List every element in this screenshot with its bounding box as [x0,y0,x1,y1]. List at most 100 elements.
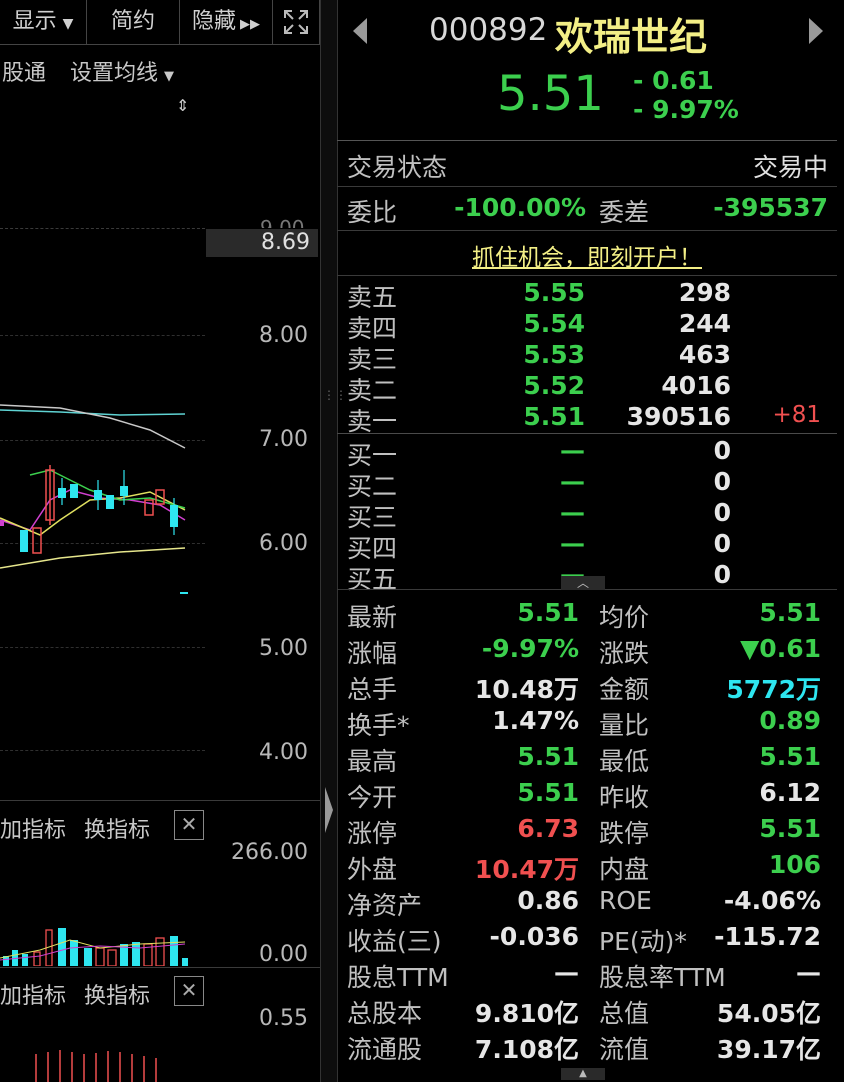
stat-value-right: ▼0.61 [740,634,821,663]
stat-label-right: 跌停 [599,819,650,848]
ma-settings-menu[interactable]: 设置均线 ▼ [70,55,174,87]
stats-row: 涨幅 -9.97% 涨跌 ▼0.61 [337,634,837,670]
ask-row[interactable]: 卖五 5.55 298 [337,278,837,312]
kline-chart-panel: 显示 ▼ 简约 隐藏 ▶▶ 股通 设置均线 ▼ ⇕ 9.00 8.69 8.00 7.… [0,0,320,1082]
next-stock-icon[interactable] [807,16,825,46]
bid-row[interactable]: 买二 — 0 [337,467,837,501]
ask-volume: 390516 [626,402,731,431]
indicator-bars [35,1050,157,1082]
bid-label: 买三 [347,503,398,532]
bid-row[interactable]: 买三 — 0 [337,498,837,532]
simple-mode-button[interactable]: 简约 [87,0,180,45]
fullscreen-button[interactable] [273,0,320,45]
stat-value-right: 39.17亿 [716,1035,821,1064]
simple-label: 简约 [110,9,155,34]
price-tick-5: 5.00 [259,636,308,661]
add-indicator-button-2[interactable]: 加指标 [0,984,67,1009]
stat-label-left: 涨停 [347,819,398,848]
price-tick-7: 7.00 [259,427,308,452]
stats-row: 净资产 0.86 ROE -4.06% [337,886,837,922]
bid-row[interactable]: 买四 — 0 [337,529,837,563]
prev-stock-icon[interactable] [351,16,369,46]
ask-row[interactable]: 卖三 5.53 463 [337,340,837,374]
collapse-arrow-icon[interactable] [323,785,335,835]
candlestick-chart [0,404,188,594]
ask-price: 5.51 [523,402,585,431]
ask-row[interactable]: 卖一 5.51 390516 +81 [337,402,837,436]
stat-value-right: 5772万 [726,675,821,704]
ask-label: 卖四 [347,314,398,343]
add-indicator-button-1[interactable]: 加指标 [0,818,67,843]
stat-value-left: 5.51 [517,598,579,627]
stats-row: 换手* 1.47% 量比 0.89 [337,706,837,742]
ask-volume: 463 [678,340,731,369]
fullscreen-icon [284,10,308,34]
stats-row: 最新 5.51 均价 5.51 [337,598,837,634]
stat-value-right: -4.06% [723,886,821,915]
stat-value-left: -9.97% [481,634,579,663]
bid-label: 买一 [347,441,398,470]
ask-row[interactable]: 卖四 5.54 244 [337,309,837,343]
ask-label: 卖五 [347,283,398,312]
stat-value-right: 0.89 [759,706,821,735]
double-chevron-right-icon: ▶▶ [240,17,260,32]
ask-price: 5.52 [523,371,585,400]
resize-arrows-icon[interactable]: ⇕ [176,96,190,115]
display-menu-button[interactable]: 显示 ▼ [0,0,87,45]
commission-ratio-label: 委比 [347,198,398,227]
expand-more-icon[interactable]: ▲ [561,1068,605,1080]
collapse-order-book-icon[interactable]: ︿ [561,576,605,590]
stat-value-right: 5.51 [759,598,821,627]
close-indicator-panel-icon[interactable]: ✕ [174,976,204,1006]
bid-price: — [560,467,585,496]
stat-label-right: PE(动)* [599,927,687,956]
hide-button[interactable]: 隐藏 ▶▶ [180,0,273,45]
ask-volume: 4016 [661,371,731,400]
bid-price: — [560,436,585,465]
stat-label-right: 股息率TTM [599,963,726,992]
stat-value-right: 5.51 [759,742,821,771]
ask-label: 卖三 [347,345,398,374]
close-volume-panel-icon[interactable]: ✕ [174,810,204,840]
stock-connect-tab[interactable]: 股通 [2,61,47,86]
bid-row[interactable]: 买一 — 0 [337,436,837,470]
bid-volume: 0 [713,436,731,465]
stat-label-right: 内盘 [599,855,650,884]
stat-label-left: 收益(三) [347,927,442,956]
ask-volume: 298 [678,278,731,307]
stats-row: 流通股 7.108亿 流值 39.17亿 [337,1030,837,1066]
stat-value-left: 1.47% [492,706,579,735]
stat-value-left: 5.51 [517,778,579,807]
ask-row[interactable]: 卖二 5.52 4016 [337,371,837,405]
caret-down-icon: ▼ [62,16,74,32]
switch-indicator-button-2[interactable]: 换指标 [84,984,151,1009]
stats-row: 外盘 10.47万 内盘 106 [337,850,837,886]
stats-row: 总股本 9.810亿 总值 54.05亿 [337,994,837,1030]
ask-price: 5.55 [523,278,585,307]
stat-label-right: 总值 [599,999,650,1028]
stat-label-left: 总手 [347,675,398,704]
stat-value-right: 5.51 [759,814,821,843]
stat-value-left: -0.036 [489,922,579,951]
price-change: - 0.61 [633,66,714,95]
ask-label: 卖二 [347,376,398,405]
stat-label-left: 最新 [347,603,398,632]
stock-code: 000892 [429,12,548,48]
quote-panel: 000892 欢瑞世纪 5.51 - 0.61 - 9.97% 交易状态 交易中… [337,0,844,1082]
panel-splitter[interactable]: ⋮⋮ [320,0,347,1082]
stat-value-left: 6.73 [517,814,579,843]
stat-label-right: 昨收 [599,783,650,812]
stat-value-left: 7.108亿 [474,1035,579,1064]
trade-status-value: 交易中 [752,153,828,182]
ask-volume: 244 [678,309,731,338]
stat-label-right: 最低 [599,747,650,776]
indicator-value-tick: 0.55 [259,1006,308,1031]
open-account-link[interactable]: 抓住机会，即刻开户！ [472,245,702,271]
ask-delta: +81 [772,402,821,428]
switch-indicator-button-1[interactable]: 换指标 [84,818,151,843]
stat-label-left: 外盘 [347,855,398,884]
stats-row: 总手 10.48万 金额 5772万 [337,670,837,706]
hide-label: 隐藏 [191,9,236,34]
stat-label-right: 量比 [599,711,650,740]
bid-price: — [560,529,585,558]
